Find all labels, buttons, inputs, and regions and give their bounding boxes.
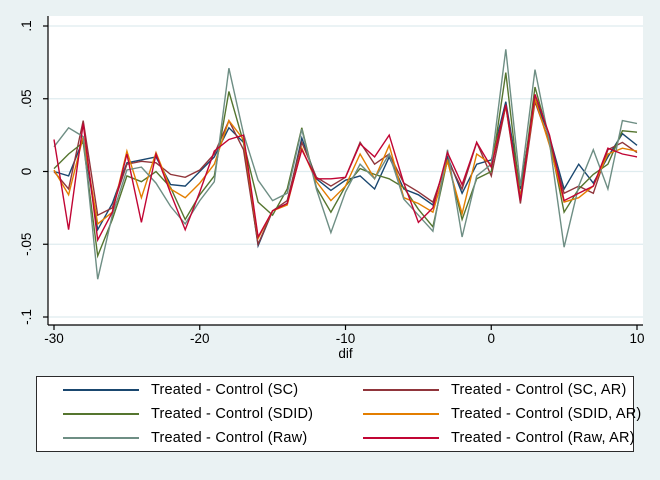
legend-item-sc_ar: Treated - Control (SC, AR): [363, 379, 641, 401]
legend-line-swatch-sc_ar: [363, 389, 439, 391]
plot-background: [48, 16, 643, 325]
x-tick-label: 10: [629, 331, 644, 346]
legend-line-swatch-raw_ar: [363, 437, 439, 439]
legend-item-sdid: Treated - Control (SDID): [63, 403, 363, 425]
series-line-sdid_ar: [53, 98, 638, 241]
series-line-sc: [53, 96, 638, 249]
y-tick-label: -.1: [19, 309, 34, 325]
x-tick-label: -10: [336, 331, 356, 346]
legend-label-sc_ar: Treated - Control (SC, AR): [451, 382, 627, 398]
legend-item-sdid_ar: Treated - Control (SDID, AR): [363, 403, 641, 425]
x-axis-title: dif: [338, 346, 353, 361]
legend-label-raw_ar: Treated - Control (Raw, AR): [451, 430, 635, 446]
plot-area: .1 .05 0 -.05 -.1 -30 -20 -10 0 10 dif: [19, 16, 645, 361]
legend-line-swatch-sdid: [63, 413, 139, 415]
legend-label-raw: Treated - Control (Raw): [151, 430, 308, 446]
legend-line-swatch-sdid_ar: [363, 413, 439, 415]
legend-label-sdid_ar: Treated - Control (SDID, AR): [451, 406, 642, 422]
x-tick-label: -20: [190, 331, 210, 346]
y-tick-label: .05: [19, 89, 34, 108]
legend-line-swatch-raw: [63, 437, 139, 439]
legend: Treated - Control (SC) Treated - Control …: [36, 376, 641, 452]
x-tick-label: 0: [487, 331, 495, 346]
legend-label-sc: Treated - Control (SC): [151, 382, 299, 398]
legend-item-sc: Treated - Control (SC): [63, 379, 363, 401]
y-tick-label: 0: [19, 168, 34, 176]
legend-label-sdid: Treated - Control (SDID): [151, 406, 314, 422]
legend-item-raw_ar: Treated - Control (Raw, AR): [363, 427, 641, 449]
y-tick-label: .1: [19, 20, 34, 31]
legend-item-raw: Treated - Control (Raw): [63, 427, 363, 449]
x-tick-label: -30: [44, 331, 64, 346]
series-line-raw_ar: [53, 94, 638, 243]
legend-line-swatch-sc: [63, 389, 139, 391]
y-tick-label: -.05: [19, 233, 34, 256]
